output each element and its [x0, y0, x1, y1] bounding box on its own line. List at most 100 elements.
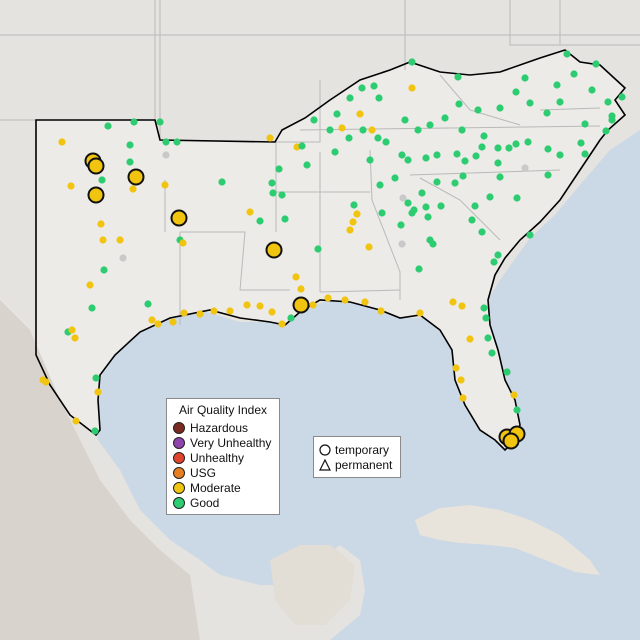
legend-label-moderate: Moderate — [190, 481, 241, 495]
monitor-good — [298, 142, 306, 150]
monitor-moderate — [408, 84, 416, 92]
monitor-good — [268, 179, 276, 187]
monitor-moderate — [458, 302, 466, 310]
monitor-good — [556, 151, 564, 159]
monitor-moderate — [97, 220, 105, 228]
legend-row-very-unhealthy: Very Unhealthy — [173, 436, 271, 450]
monitor-moderate — [368, 126, 376, 134]
monitor-good — [490, 258, 498, 266]
monitor-good — [526, 231, 534, 239]
monitor-moderate — [353, 210, 361, 218]
monitor-good — [162, 138, 170, 146]
monitor-moderate — [161, 181, 169, 189]
monitor-good — [378, 209, 386, 217]
monitor-good — [512, 140, 520, 148]
monitor-moderate — [510, 391, 518, 399]
legend-label-hazardous: Hazardous — [190, 421, 249, 435]
monitor-good — [218, 178, 226, 186]
cuba-island — [415, 505, 600, 575]
monitor-no-data — [162, 151, 170, 159]
monitor-good — [424, 213, 432, 221]
monitor-good — [604, 98, 612, 106]
monitor-good — [488, 349, 496, 357]
monitor-good — [556, 98, 564, 106]
monitor-temporary-moderate — [292, 296, 310, 314]
legend-label-usg: USG — [190, 466, 217, 480]
monitor-temporary-moderate — [502, 432, 520, 450]
monitor-good — [156, 118, 164, 126]
monitor-moderate — [67, 182, 75, 190]
monitor-no-data — [399, 194, 407, 202]
monitor-good — [375, 94, 383, 102]
monitor-good — [459, 172, 467, 180]
monitor-good — [581, 150, 589, 158]
monitor-moderate — [346, 226, 354, 234]
good-swatch — [173, 497, 185, 509]
monitor-good — [91, 427, 99, 435]
monitor-good — [478, 143, 486, 151]
monitor-temporary-moderate — [170, 209, 188, 227]
monitor-good — [256, 217, 264, 225]
monitor-moderate — [196, 310, 204, 318]
state-boundaries — [0, 0, 640, 325]
monitor-good — [494, 251, 502, 259]
triangle-icon — [319, 459, 331, 471]
monitor-moderate — [459, 394, 467, 402]
monitor-moderate — [180, 309, 188, 317]
monitor-good — [303, 161, 311, 169]
monitor-moderate — [72, 417, 80, 425]
legend-label-good: Good — [190, 496, 220, 510]
monitor-good — [455, 100, 463, 108]
circle-icon — [319, 444, 331, 456]
monitor-moderate — [68, 326, 76, 334]
monitor-good — [100, 266, 108, 274]
monitor-moderate — [99, 236, 107, 244]
monitor-good — [408, 209, 416, 217]
monitor-good — [426, 121, 434, 129]
monitor-good — [494, 159, 502, 167]
yucatan — [270, 545, 355, 625]
monitor-moderate — [356, 110, 364, 118]
monitor-good — [461, 157, 469, 165]
monitor-good — [331, 148, 339, 156]
monitor-moderate — [324, 294, 332, 302]
monitor-good — [404, 199, 412, 207]
monitor-moderate — [341, 296, 349, 304]
permanent-label: permanent — [335, 458, 393, 472]
monitor-good — [588, 86, 596, 94]
monitor-moderate — [154, 320, 162, 328]
monitor-temporary-moderate — [127, 168, 145, 186]
monitor-moderate — [116, 236, 124, 244]
monitor-moderate — [466, 335, 474, 343]
monitor-good — [275, 165, 283, 173]
monitor-good — [382, 138, 390, 146]
monitor-good — [437, 202, 445, 210]
monitor-moderate — [246, 208, 254, 216]
monitor-good — [126, 158, 134, 166]
monitor-good — [553, 81, 561, 89]
monitor-good — [581, 120, 589, 128]
monitor-good — [88, 304, 96, 312]
monitor-moderate — [309, 301, 317, 309]
monitor-good — [602, 127, 610, 135]
monitor-moderate — [449, 298, 457, 306]
monitor-good — [350, 201, 358, 209]
monitor-temporary-moderate — [87, 186, 105, 204]
moderate-swatch — [173, 482, 185, 494]
monitor-moderate — [94, 388, 102, 396]
monitor-moderate — [256, 302, 264, 310]
monitor-good — [563, 50, 571, 58]
monitor-good — [496, 104, 504, 112]
monitor-good — [480, 304, 488, 312]
legend-row-hazardous: Hazardous — [173, 421, 248, 435]
monitor-good — [513, 194, 521, 202]
monitor-good — [269, 189, 277, 197]
unhealthy-swatch — [173, 452, 185, 464]
monitor-good — [618, 93, 626, 101]
monitor-good — [401, 116, 409, 124]
monitor-moderate — [169, 318, 177, 326]
monitor-good — [544, 145, 552, 153]
hazardous-swatch — [173, 422, 185, 434]
monitor-moderate — [292, 273, 300, 281]
monitor-good — [543, 109, 551, 117]
